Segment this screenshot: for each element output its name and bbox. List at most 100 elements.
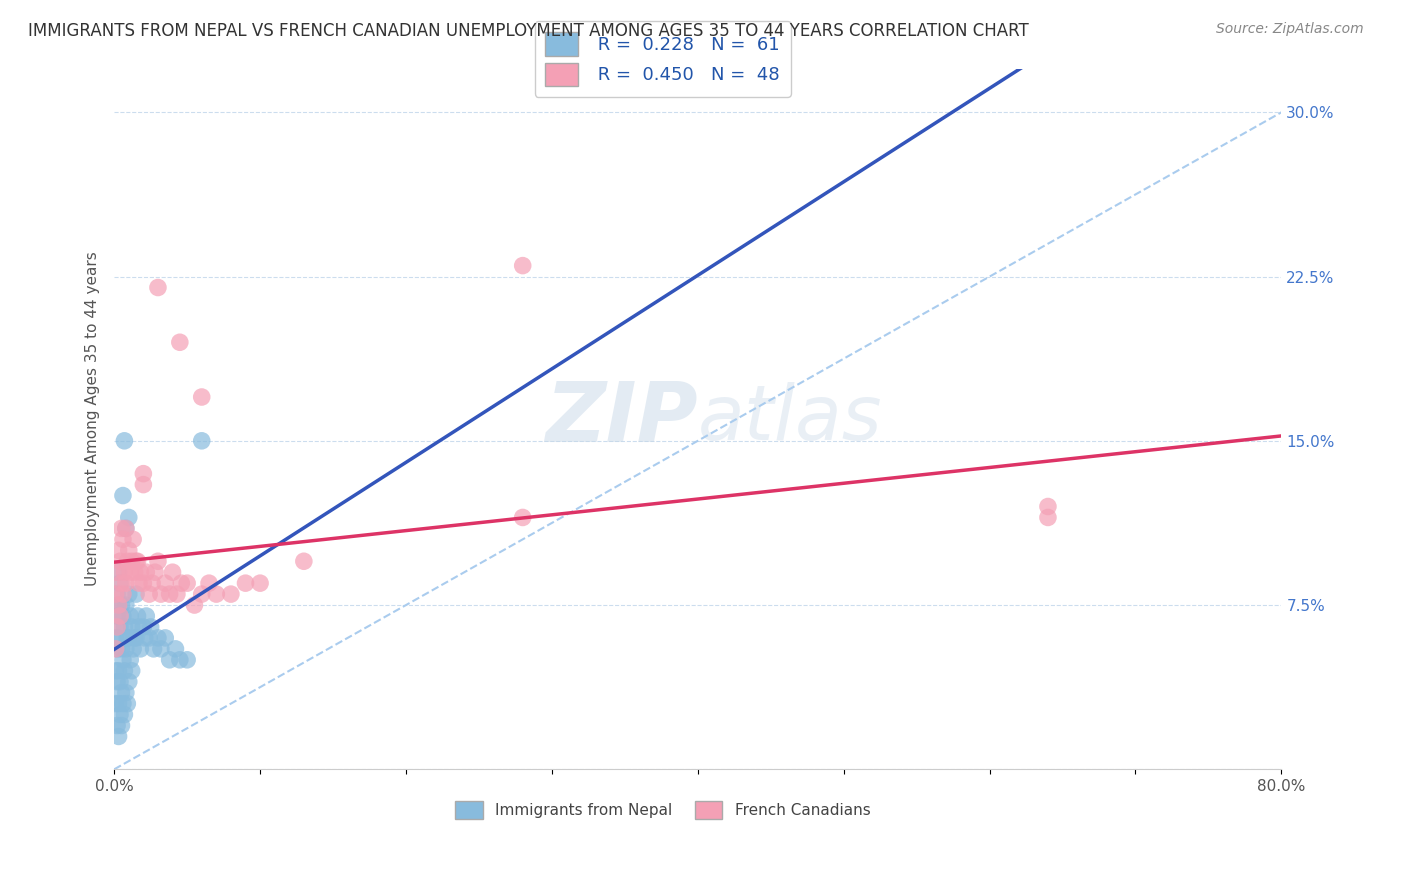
- Point: [128, 620, 150, 634]
- Point: [183, 598, 205, 612]
- Point: [105, 587, 128, 601]
- Point: [107, 697, 129, 711]
- Point: [120, 565, 142, 579]
- Point: [115, 598, 138, 612]
- Point: [159, 587, 181, 601]
- Point: [117, 631, 139, 645]
- Point: [135, 565, 157, 579]
- Point: [108, 554, 131, 568]
- Point: [170, 576, 193, 591]
- Point: [205, 587, 228, 601]
- Point: [1036, 500, 1059, 514]
- Text: ZIP: ZIP: [546, 378, 697, 459]
- Point: [105, 609, 128, 624]
- Point: [115, 521, 138, 535]
- Point: [105, 674, 128, 689]
- Point: [112, 620, 135, 634]
- Point: [117, 697, 139, 711]
- Point: [111, 489, 134, 503]
- Point: [110, 686, 132, 700]
- Point: [118, 543, 141, 558]
- Legend: Immigrants from Nepal, French Canadians: Immigrants from Nepal, French Canadians: [449, 795, 876, 825]
- Point: [104, 697, 127, 711]
- Point: [132, 477, 155, 491]
- Y-axis label: Unemployment Among Ages 35 to 44 years: Unemployment Among Ages 35 to 44 years: [86, 252, 100, 586]
- Point: [112, 664, 135, 678]
- Point: [104, 631, 127, 645]
- Point: [146, 631, 169, 645]
- Point: [512, 510, 534, 524]
- Point: [108, 576, 131, 591]
- Point: [115, 576, 138, 591]
- Point: [125, 587, 148, 601]
- Point: [169, 653, 191, 667]
- Point: [176, 576, 198, 591]
- Point: [129, 641, 152, 656]
- Point: [111, 587, 134, 601]
- Point: [162, 565, 184, 579]
- Point: [142, 641, 165, 656]
- Point: [111, 653, 134, 667]
- Point: [292, 554, 315, 568]
- Point: [190, 434, 212, 448]
- Point: [190, 587, 212, 601]
- Point: [146, 280, 169, 294]
- Point: [127, 609, 149, 624]
- Point: [249, 576, 271, 591]
- Point: [121, 554, 143, 568]
- Point: [112, 707, 135, 722]
- Point: [115, 521, 138, 535]
- Point: [115, 641, 138, 656]
- Point: [104, 664, 127, 678]
- Point: [121, 664, 143, 678]
- Point: [165, 641, 187, 656]
- Point: [155, 631, 177, 645]
- Point: [198, 576, 221, 591]
- Point: [122, 533, 145, 547]
- Point: [122, 641, 145, 656]
- Point: [125, 631, 148, 645]
- Point: [110, 576, 132, 591]
- Point: [111, 697, 134, 711]
- Point: [120, 609, 142, 624]
- Point: [112, 565, 135, 579]
- Point: [110, 641, 132, 656]
- Point: [118, 674, 141, 689]
- Point: [118, 587, 141, 601]
- Point: [176, 653, 198, 667]
- Point: [166, 587, 188, 601]
- Point: [190, 390, 212, 404]
- Point: [105, 718, 128, 732]
- Point: [115, 686, 138, 700]
- Point: [117, 554, 139, 568]
- Point: [107, 730, 129, 744]
- Point: [235, 576, 257, 591]
- Point: [159, 653, 181, 667]
- Point: [141, 576, 163, 591]
- Point: [118, 510, 141, 524]
- Point: [105, 641, 128, 656]
- Text: atlas: atlas: [697, 382, 883, 456]
- Point: [107, 631, 129, 645]
- Point: [107, 543, 129, 558]
- Point: [149, 587, 172, 601]
- Point: [132, 576, 155, 591]
- Point: [129, 565, 152, 579]
- Point: [118, 631, 141, 645]
- Point: [107, 598, 129, 612]
- Point: [138, 587, 160, 601]
- Point: [107, 565, 129, 579]
- Point: [108, 609, 131, 624]
- Point: [111, 533, 134, 547]
- Point: [110, 521, 132, 535]
- Point: [112, 434, 135, 448]
- Point: [125, 554, 148, 568]
- Point: [110, 598, 132, 612]
- Point: [124, 631, 146, 645]
- Text: IMMIGRANTS FROM NEPAL VS FRENCH CANADIAN UNEMPLOYMENT AMONG AGES 35 TO 44 YEARS : IMMIGRANTS FROM NEPAL VS FRENCH CANADIAN…: [28, 22, 1029, 40]
- Point: [512, 259, 534, 273]
- Point: [127, 554, 149, 568]
- Point: [149, 641, 172, 656]
- Point: [135, 609, 157, 624]
- Point: [128, 576, 150, 591]
